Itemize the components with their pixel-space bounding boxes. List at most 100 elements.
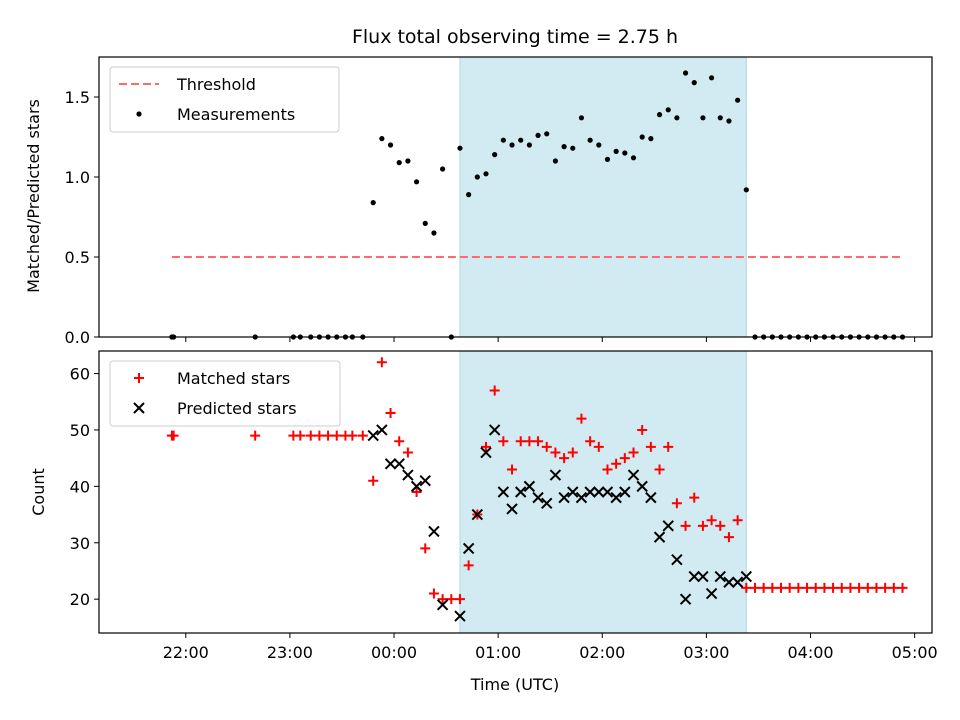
data-point	[367, 429, 379, 442]
data-point	[691, 80, 697, 86]
data-point	[524, 436, 535, 447]
data-point	[732, 515, 743, 526]
data-point	[420, 543, 431, 554]
data-point	[645, 441, 656, 452]
data-point	[440, 166, 446, 172]
data-point	[474, 174, 480, 180]
data-point	[387, 142, 394, 148]
data-point	[500, 137, 506, 143]
data-point	[436, 599, 449, 611]
data-point	[697, 570, 709, 583]
ratio-panel: 0.0 0.5 1.0 1.5 Threshold Measurements	[65, 56, 933, 347]
count-observing-window	[459, 351, 747, 633]
data-point	[578, 115, 585, 121]
data-point	[514, 486, 527, 498]
ratio-y-tick-label: 1.5	[65, 88, 90, 107]
data-point	[550, 447, 561, 458]
data-point	[463, 560, 474, 571]
data-point	[498, 436, 509, 447]
data-point	[819, 582, 830, 593]
ratio-y-axis-label: Matched/Predicted stars	[24, 99, 43, 293]
data-point	[726, 118, 732, 124]
data-point	[446, 594, 457, 605]
x-tick-label: 02:00	[579, 643, 625, 662]
chart-title: Flux total observing time = 2.75 h	[352, 26, 678, 48]
data-point	[665, 107, 671, 113]
count-y-tick-label: 20	[70, 590, 90, 609]
data-point	[489, 385, 500, 396]
data-point	[431, 230, 437, 236]
data-point	[507, 464, 518, 475]
data-point	[402, 469, 414, 481]
data-point	[480, 441, 491, 452]
data-point	[653, 531, 666, 543]
data-point	[535, 132, 541, 138]
data-point	[428, 525, 440, 538]
data-point	[619, 453, 630, 464]
legend-plus-swatch	[134, 373, 144, 383]
data-point	[628, 447, 639, 458]
data-point	[880, 582, 891, 593]
legend-label: Threshold	[176, 75, 256, 94]
data-point	[323, 430, 334, 441]
data-point	[689, 492, 700, 503]
data-point	[602, 464, 613, 475]
data-point	[457, 145, 463, 151]
data-point	[897, 582, 908, 593]
data-point	[723, 576, 735, 588]
data-point	[541, 441, 552, 452]
data-point	[368, 475, 379, 486]
data-point	[393, 458, 405, 470]
data-point	[506, 503, 518, 515]
data-point	[611, 458, 622, 469]
data-point	[871, 582, 882, 593]
ratio-axes-frame	[98, 56, 933, 338]
count-y-tick-label: 60	[70, 365, 90, 384]
count-y-tick-label: 40	[70, 477, 90, 496]
data-point	[663, 441, 674, 452]
data-point	[674, 115, 680, 121]
data-point	[784, 582, 795, 593]
data-point	[706, 515, 717, 526]
ratio-y-tick-label: 0.5	[65, 248, 90, 267]
data-point	[622, 150, 628, 156]
data-point	[587, 137, 593, 143]
data-point	[740, 570, 753, 583]
data-point	[862, 582, 873, 593]
data-point	[523, 480, 536, 493]
data-point	[717, 115, 723, 121]
data-point	[700, 115, 706, 121]
data-point	[636, 480, 648, 493]
data-point	[810, 582, 821, 593]
data-point	[802, 582, 813, 593]
data-point	[610, 491, 622, 504]
count-legend: Matched stars Predicted stars	[109, 360, 341, 427]
data-point	[671, 498, 682, 509]
ratio-legend-box	[109, 66, 340, 133]
data-point	[601, 486, 614, 498]
data-point	[454, 594, 465, 605]
data-point	[559, 453, 570, 464]
data-point	[604, 156, 611, 162]
data-point	[749, 582, 760, 593]
data-point	[471, 508, 484, 521]
data-point	[709, 75, 715, 81]
data-point	[758, 582, 769, 593]
x-tick-label: 23:00	[267, 643, 313, 662]
data-point	[627, 469, 640, 481]
data-point	[723, 532, 734, 543]
data-point	[767, 582, 778, 593]
x-tick-label: 04:00	[787, 643, 833, 662]
data-point	[697, 520, 708, 531]
data-point	[379, 136, 385, 142]
data-point	[682, 70, 689, 76]
data-point	[552, 158, 559, 164]
data-point	[619, 486, 631, 498]
data-point	[250, 430, 261, 441]
data-point	[593, 486, 605, 498]
data-point	[411, 487, 422, 497]
data-point	[314, 430, 325, 441]
data-point	[845, 582, 856, 593]
data-point	[405, 158, 411, 164]
